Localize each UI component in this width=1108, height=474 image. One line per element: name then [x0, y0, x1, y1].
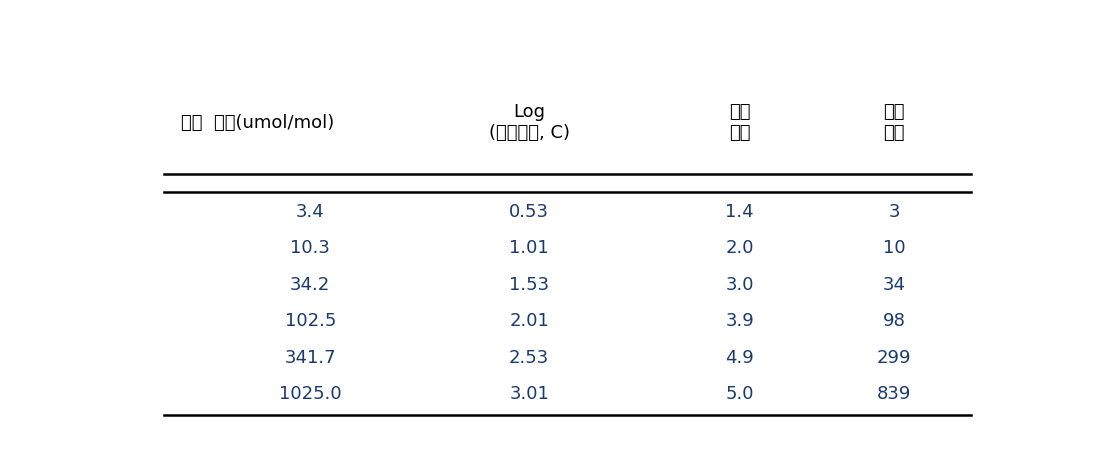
- Text: 839: 839: [876, 385, 912, 403]
- Text: 3.01: 3.01: [510, 385, 550, 403]
- Text: 5.0: 5.0: [726, 385, 753, 403]
- Text: 3.0: 3.0: [726, 276, 753, 294]
- Text: 물질  농도(umol/mol): 물질 농도(umol/mol): [182, 114, 335, 132]
- Text: 1.53: 1.53: [510, 276, 550, 294]
- Text: 악취
강도: 악취 강도: [729, 103, 750, 142]
- Text: 1025.0: 1025.0: [279, 385, 341, 403]
- Text: 2.53: 2.53: [509, 349, 550, 367]
- Text: Log
(물질농도, C): Log (물질농도, C): [489, 103, 570, 142]
- Text: 34: 34: [883, 276, 905, 294]
- Text: 98: 98: [883, 312, 905, 330]
- Text: 3.4: 3.4: [296, 203, 325, 221]
- Text: 299: 299: [876, 349, 912, 367]
- Text: 3.9: 3.9: [726, 312, 753, 330]
- Text: 10.3: 10.3: [290, 239, 330, 257]
- Text: 341.7: 341.7: [285, 349, 336, 367]
- Text: 3: 3: [889, 203, 900, 221]
- Text: 희석
배수: 희석 배수: [883, 103, 905, 142]
- Text: 2.0: 2.0: [726, 239, 753, 257]
- Text: 10: 10: [883, 239, 905, 257]
- Text: 1.01: 1.01: [510, 239, 550, 257]
- Text: 2.01: 2.01: [510, 312, 550, 330]
- Text: 102.5: 102.5: [285, 312, 336, 330]
- Text: 0.53: 0.53: [510, 203, 550, 221]
- Text: 4.9: 4.9: [726, 349, 753, 367]
- Text: 34.2: 34.2: [290, 276, 330, 294]
- Text: 1.4: 1.4: [726, 203, 753, 221]
